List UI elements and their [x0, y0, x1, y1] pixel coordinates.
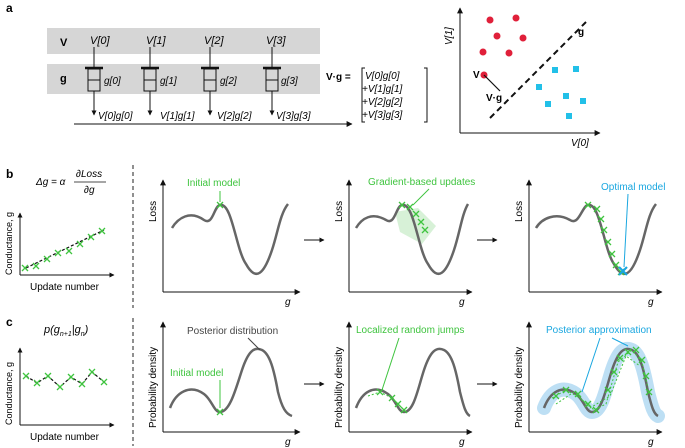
sum-term-0: V[0]g[0]: [365, 71, 400, 82]
b-small-xlabel: Update number: [30, 282, 100, 293]
panel-a: a V g V[0] g[0] V[0]g[0] V[1] g[1] V[1]g…: [6, 1, 601, 149]
ann-initial-model-c: Initial model: [170, 368, 223, 379]
panel-b-label: b: [6, 167, 13, 181]
conductance-1: g[1]: [160, 76, 177, 87]
voltage-3: V[3]: [266, 35, 287, 47]
prob-ylabel-3: Probability density: [514, 347, 525, 428]
sum-term-3: +V[3]g[3]: [362, 110, 403, 121]
loss-plot-optimal: Loss g Optimal model: [514, 179, 665, 308]
sum-term-2: +V[2]g[2]: [362, 97, 403, 108]
conductance-0: g[0]: [104, 76, 121, 87]
eq-c: p(gn+1|gn): [43, 324, 89, 338]
panel-b: b Δg = α ∂Loss ∂g Conductance, g Update …: [4, 167, 665, 308]
class-cyan-points: [536, 66, 586, 119]
c-small-xlabel: Update number: [30, 432, 100, 443]
row-v-label: V: [60, 37, 68, 49]
voltage-1: V[1]: [146, 35, 167, 47]
ann-initial-model-b: Initial model: [187, 178, 240, 189]
loss-xlabel-1: g: [285, 297, 291, 308]
voltage-0: V[0]: [90, 35, 111, 47]
panel-a-label: a: [6, 1, 13, 15]
loss-ylabel-2: Loss: [334, 201, 345, 222]
c-small-ylabel: Conductance, g: [4, 362, 14, 425]
eq-b-lhs: Δg = α: [35, 177, 66, 188]
posterior-curve-2: [354, 347, 471, 418]
random-jump-markers: [376, 388, 408, 414]
c-conductance-plot: Conductance, g Update number: [4, 347, 115, 443]
panel-c: c p(gn+1|gn) Conductance, g Update numbe…: [4, 315, 665, 448]
product-3: V[3]g[3]: [276, 111, 311, 122]
ann-optimal-model: Optimal model: [601, 182, 665, 193]
ann-posterior-distribution: Posterior distribution: [187, 326, 278, 337]
loss-plot-gradient: Loss g Gradient-based updates: [334, 177, 475, 308]
prob-ylabel-2: Probability density: [334, 347, 345, 428]
crossbar-column-3: V[3] g[3] V[3]g[3]: [263, 35, 311, 122]
product-1: V[1]g[1]: [160, 111, 195, 122]
eq-b-numerator: ∂Loss: [76, 169, 102, 180]
ann-localized-random-jumps: Localized random jumps: [356, 325, 464, 336]
decision-boundary: [489, 21, 587, 119]
dot-product-label: V·g =: [326, 72, 351, 83]
optimal-model-marker: [618, 266, 628, 276]
loss-xlabel-2: g: [459, 297, 465, 308]
sum-term-1: +V[1]g[1]: [362, 84, 403, 95]
boundary-label: g: [578, 27, 584, 38]
b-small-ylabel: Conductance, g: [4, 212, 14, 275]
classification-plot: V[1] V[0] g V V·g: [444, 7, 601, 149]
voltage-band: [47, 28, 320, 54]
projection-label: V·g: [486, 93, 502, 104]
prob-ylabel-1: Probability density: [148, 347, 159, 428]
prob-plot-jumps: Probability density g Localized random j…: [334, 321, 473, 448]
loss-ylabel-3: Loss: [514, 201, 525, 222]
prob-xlabel-3: g: [648, 437, 654, 448]
crossbar-column-1: V[1] g[1] V[1]g[1]: [141, 35, 195, 122]
loss-ylabel-1: Loss: [148, 201, 159, 222]
product-2: V[2]g[2]: [217, 111, 252, 122]
prob-xlabel-1: g: [285, 437, 291, 448]
loss-xlabel-3: g: [648, 297, 654, 308]
point-label: V: [473, 70, 480, 81]
eq-b-denominator: ∂g: [84, 185, 95, 196]
loss-curve-3: [534, 203, 658, 276]
ann-gradient-updates: Gradient-based updates: [368, 177, 475, 188]
b-conductance-plot: Conductance, g Update number: [4, 212, 115, 293]
crossbar-column-0: V[0] g[0] V[0]g[0]: [85, 35, 133, 122]
loss-curve-1: [170, 203, 290, 276]
ann-posterior-approximation: Posterior approximation: [546, 325, 652, 336]
product-0: V[0]g[0]: [98, 111, 133, 122]
posterior-curve-1: [168, 347, 293, 418]
loss-plot-initial: Loss g Initial model: [148, 178, 301, 308]
scatter-xlabel: V[0]: [571, 138, 589, 149]
prob-plot-initial: Probability density g Initial model Post…: [148, 321, 301, 448]
prob-xlabel-2: g: [459, 437, 465, 448]
scatter-ylabel: V[1]: [444, 27, 455, 45]
conductance-3: g[3]: [281, 76, 298, 87]
vector-bracket-left: [361, 67, 365, 123]
class-red-points: [479, 14, 527, 79]
voltage-2: V[2]: [204, 35, 225, 47]
conductance-2: g[2]: [220, 76, 237, 87]
loss-curve-2: [354, 203, 470, 276]
panel-c-label: c: [6, 315, 13, 329]
prob-plot-approximation: Probability density g: [514, 321, 665, 448]
row-g-label: g: [60, 73, 67, 85]
crossbar-column-2: V[2] g[2] V[2]g[2]: [201, 35, 252, 122]
vector-bracket-right: [424, 67, 428, 123]
projection-line: [483, 74, 501, 92]
